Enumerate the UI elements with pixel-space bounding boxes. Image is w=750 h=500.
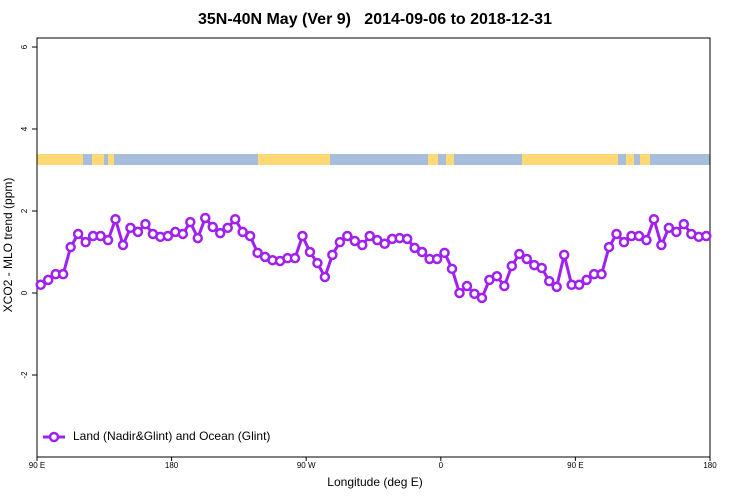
land-band — [92, 154, 104, 165]
data-point — [102, 234, 114, 246]
data-point — [656, 239, 667, 251]
land-band — [640, 154, 650, 165]
data-point — [573, 279, 585, 291]
data-point — [551, 281, 562, 293]
data-point — [603, 241, 615, 253]
data-point — [701, 230, 712, 242]
data-point — [499, 280, 510, 292]
data-point — [476, 292, 488, 304]
data-point — [357, 239, 368, 251]
data-point — [207, 221, 218, 233]
ocean-band — [37, 154, 710, 165]
data-point — [364, 230, 376, 242]
data-point — [334, 236, 346, 248]
data-point — [244, 230, 256, 242]
x-tick-label: 90 W — [297, 461, 316, 470]
data-point — [401, 233, 413, 245]
data-point — [648, 213, 660, 225]
data-point — [454, 287, 465, 299]
y-tick-label: 2 — [20, 208, 29, 213]
data-point — [431, 253, 443, 265]
data-point — [491, 270, 503, 282]
data-point — [57, 268, 69, 280]
data-point — [409, 242, 420, 254]
data-point — [469, 288, 480, 300]
y-tick-label: 6 — [20, 44, 29, 49]
data-point — [663, 222, 675, 234]
data-point — [162, 230, 174, 242]
data-point — [185, 216, 196, 228]
data-point — [611, 228, 622, 240]
data-point — [327, 249, 338, 261]
data-point — [42, 274, 54, 286]
x-tick-label: 90 E — [567, 461, 583, 470]
data-point — [72, 228, 84, 240]
land-band — [626, 154, 634, 165]
plot-frame — [36, 37, 711, 458]
data-point — [506, 260, 518, 272]
data-point — [641, 234, 652, 246]
data-point — [514, 248, 525, 260]
data-point — [439, 247, 450, 259]
data-point — [596, 268, 607, 280]
x-tick-label: 0 — [439, 461, 444, 470]
data-point — [416, 246, 428, 258]
data-point — [678, 218, 690, 230]
data-point — [222, 222, 233, 234]
data-point — [536, 262, 547, 274]
data-point — [80, 236, 91, 248]
data-point — [192, 232, 204, 244]
land-band — [446, 154, 454, 165]
x-tick-label: 180 — [703, 461, 717, 470]
data-point — [671, 226, 682, 238]
data-point — [461, 280, 473, 292]
data-point — [543, 275, 555, 287]
data-point — [237, 226, 248, 238]
data-point — [581, 274, 592, 286]
data-point — [342, 230, 353, 242]
data-point — [521, 253, 533, 265]
land-band — [522, 154, 618, 165]
data-point — [95, 230, 106, 242]
land-band — [108, 154, 114, 165]
y-tick-label: 4 — [20, 126, 29, 131]
data-point — [140, 218, 151, 230]
land-ocean-band — [37, 154, 710, 165]
data-point — [110, 213, 121, 225]
data-point — [229, 213, 241, 225]
land-band — [428, 154, 438, 165]
y-tick-label: -2 — [20, 371, 29, 379]
land-band — [258, 154, 330, 165]
y-axis-label: XCO2 - MLO trend (ppm) — [1, 178, 15, 313]
x-tick-label: 90 E — [29, 461, 45, 470]
chart-title: 35N-40N May (Ver 9) 2014-09-06 to 2018-1… — [198, 11, 552, 28]
data-point — [214, 227, 226, 239]
data-point — [446, 263, 458, 275]
data-point — [200, 212, 211, 224]
data-point — [618, 236, 630, 248]
data-point — [252, 247, 263, 259]
data-point — [177, 228, 189, 240]
legend-marker — [48, 431, 60, 443]
data-point — [289, 252, 301, 264]
data-point — [125, 222, 136, 234]
data-point — [633, 230, 645, 242]
data-point — [35, 279, 46, 291]
x-tick-label: 180 — [165, 461, 179, 470]
data-point — [319, 271, 331, 283]
y-tick-label: 0 — [20, 290, 29, 295]
x-axis-label: Longitude (deg E) — [327, 475, 422, 489]
data-point — [558, 249, 570, 261]
data-point — [132, 226, 144, 238]
data-point — [65, 241, 76, 253]
land-band — [37, 154, 83, 165]
legend-label: Land (Nadir&Glint) and Ocean (Glint) — [73, 429, 270, 443]
data-point — [117, 239, 129, 251]
data-point — [312, 257, 323, 269]
data-point — [297, 230, 308, 242]
data-point — [349, 235, 361, 247]
data-point — [304, 246, 316, 258]
data-point — [379, 238, 390, 250]
